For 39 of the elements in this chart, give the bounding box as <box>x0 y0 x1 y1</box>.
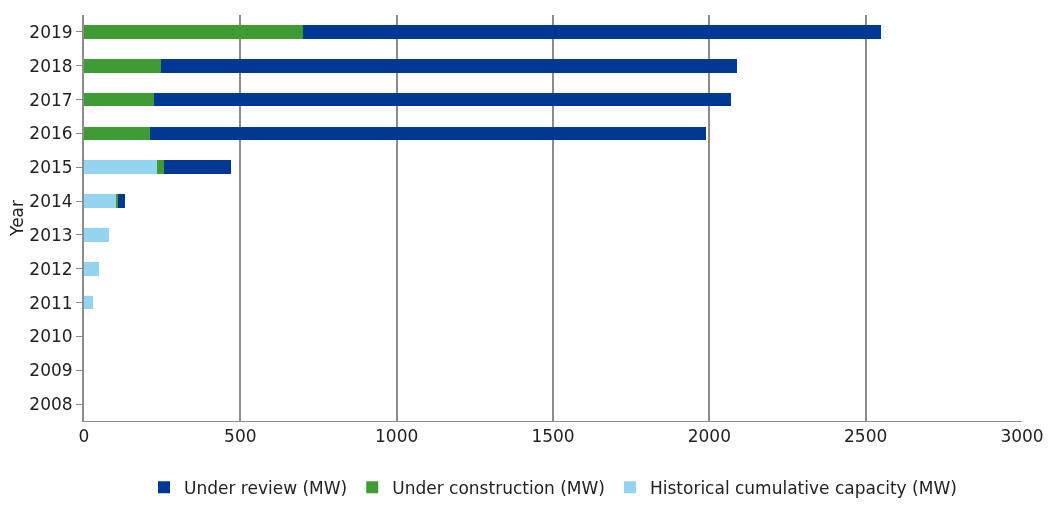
y-tick-label: 2015 <box>29 157 73 178</box>
x-tick-label: 3000 <box>1000 426 1044 447</box>
bar <box>84 126 150 141</box>
bar <box>160 58 738 73</box>
y-tick-label: 2009 <box>29 360 73 381</box>
bar <box>154 92 732 107</box>
bar <box>84 261 99 276</box>
bar <box>163 160 231 175</box>
bar <box>84 194 117 208</box>
x-tick-label: 500 <box>224 426 257 447</box>
y-tick-label: 2016 <box>29 123 73 144</box>
bar <box>157 160 164 175</box>
bar <box>84 58 161 73</box>
x-tick-label: 0 <box>78 426 90 447</box>
y-tick-label: 2018 <box>29 55 73 76</box>
y-tick-label: 2019 <box>29 21 73 42</box>
x-tick-label: 2000 <box>687 426 731 447</box>
x-tick-label: 1500 <box>531 426 575 447</box>
y-tick-label: 2008 <box>29 394 73 415</box>
legend-label: Historical cumulative capacity (MW) <box>649 477 957 498</box>
legend-label: Under review (MW) <box>184 477 348 498</box>
bar <box>84 160 158 175</box>
bar <box>149 126 707 141</box>
bar <box>118 194 125 208</box>
bar <box>84 295 94 310</box>
y-tick-label: 2013 <box>29 224 73 245</box>
y-tick-label: 2012 <box>29 258 73 279</box>
x-tick-label: 1000 <box>375 426 419 447</box>
y-axis-title: Year <box>7 200 28 237</box>
bar <box>84 92 155 107</box>
y-tick-label: 2010 <box>29 326 73 347</box>
y-tick-label: 2011 <box>29 292 73 313</box>
legend-label: Under construction (MW) <box>392 477 605 498</box>
bar <box>84 25 303 39</box>
y-tick-label: 2017 <box>29 89 73 110</box>
x-tick-label: 2500 <box>844 426 888 447</box>
y-tick-label: 2014 <box>29 191 73 212</box>
bar <box>84 228 110 242</box>
bar <box>302 25 882 39</box>
